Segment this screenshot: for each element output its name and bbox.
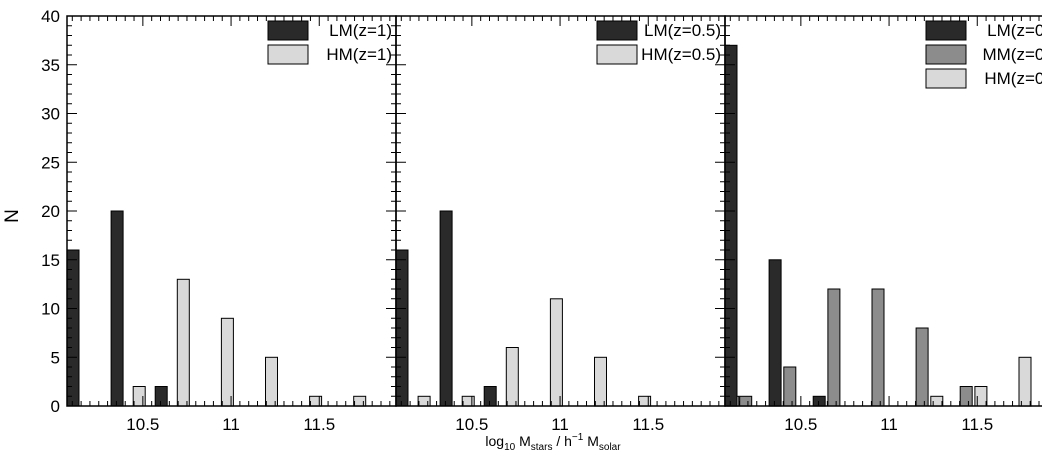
bar xyxy=(176,278,190,407)
bar xyxy=(959,386,973,407)
x-axis-title-sup: −1 xyxy=(572,432,584,443)
legend-item: MM(z=0) xyxy=(925,44,1042,65)
bar xyxy=(549,298,563,407)
x-axis-title-m1: M xyxy=(515,433,531,449)
x-axis-title: log10 Mstars / h−1 Msolar xyxy=(485,432,621,453)
legend-item: LM(z=0) xyxy=(925,20,1042,41)
bar xyxy=(265,356,278,407)
legend-item: LM(z=0.5) xyxy=(596,20,721,41)
legend-label: LM(z=0) xyxy=(987,21,1042,40)
y-tick-label: 30 xyxy=(41,105,60,124)
y-tick-label: 35 xyxy=(41,56,60,75)
x-tick-label: 11.5 xyxy=(632,415,664,434)
y-tick-label: 25 xyxy=(41,153,60,172)
legend-swatch xyxy=(267,44,309,65)
legend-label: MM(z=0) xyxy=(982,45,1042,64)
legend-item: HM(z=0) xyxy=(925,68,1042,89)
legend-swatch xyxy=(925,44,967,65)
bar xyxy=(739,395,753,407)
bar xyxy=(154,386,168,407)
legend-item: LM(z=1) xyxy=(267,20,392,41)
x-axis-title-slash: / h xyxy=(552,433,571,449)
x-tick-label: 11.5 xyxy=(303,415,335,434)
legend-label: HM(z=0.5) xyxy=(641,45,721,64)
panel-3: 10.5 11 11.5 LM(z=0) MM(z=0) HM(z=0) xyxy=(724,15,1042,434)
x-tick-label: 11 xyxy=(222,415,240,434)
bar xyxy=(871,288,885,407)
bar xyxy=(768,259,782,407)
legend-label: HM(z=1) xyxy=(326,45,392,64)
panel-1: 10.5 11 11.5 LM(z=1) HM(z=1) xyxy=(66,15,397,434)
bar xyxy=(594,356,607,407)
bar xyxy=(417,395,431,407)
x-tick-label: 11 xyxy=(551,415,569,434)
y-tick-label: 5 xyxy=(51,348,60,367)
x-tick-label: 10.5 xyxy=(455,415,488,434)
y-axis-title: N xyxy=(2,209,23,223)
legend-label: LM(z=1) xyxy=(329,21,392,40)
legend-swatch xyxy=(925,20,967,41)
bar xyxy=(132,386,146,407)
x-tick-label: 11 xyxy=(880,415,898,434)
bar xyxy=(827,288,841,407)
x-axis-title-m1-sub: stars xyxy=(531,442,553,453)
legend-swatch xyxy=(267,20,309,41)
legend-item: HM(z=1) xyxy=(267,44,392,65)
legend-item: HM(z=0.5) xyxy=(596,44,721,65)
legend-swatch xyxy=(925,68,967,89)
bar xyxy=(439,210,453,407)
bar xyxy=(812,395,826,407)
y-tick-label: 15 xyxy=(41,251,60,270)
x-tick-label: 10.5 xyxy=(784,415,817,434)
x-axis-title-log: log xyxy=(485,433,504,449)
bar xyxy=(638,395,652,407)
panel-2: 10.5 11 11.5 LM(z=0.5) HM(z=0.5) xyxy=(395,15,740,434)
bar xyxy=(110,210,124,407)
legend-swatch xyxy=(596,20,638,41)
legend-swatch xyxy=(596,44,638,65)
y-tick-label: 40 xyxy=(41,7,60,26)
y-tick-label: 10 xyxy=(41,300,60,319)
bar xyxy=(974,386,988,407)
bar xyxy=(1018,356,1032,407)
legend-label: HM(z=0) xyxy=(984,69,1042,88)
x-axis-title-m2-sub: solar xyxy=(599,442,621,453)
bar xyxy=(220,317,234,407)
bar xyxy=(461,395,475,407)
bar xyxy=(783,366,797,407)
bar xyxy=(309,395,323,407)
bar xyxy=(915,327,929,407)
bar xyxy=(930,395,944,407)
x-tick-label: 10.5 xyxy=(126,415,159,434)
bar xyxy=(505,347,519,407)
y-tick-label: 0 xyxy=(51,397,60,416)
plot-area: 10.5 11 11.5 LM(z=1) HM(z=1) 10.5 11 11.5 LM(z=0… xyxy=(41,7,1042,434)
x-axis-title-log-sub: 10 xyxy=(504,442,516,453)
bar xyxy=(353,395,367,407)
y-tick-label: 20 xyxy=(41,202,60,221)
x-tick-label: 11.5 xyxy=(961,415,993,434)
x-axis-title-m2: M xyxy=(583,433,599,449)
legend-label: LM(z=0.5) xyxy=(644,21,721,40)
bar xyxy=(483,386,497,407)
bar xyxy=(724,44,738,407)
